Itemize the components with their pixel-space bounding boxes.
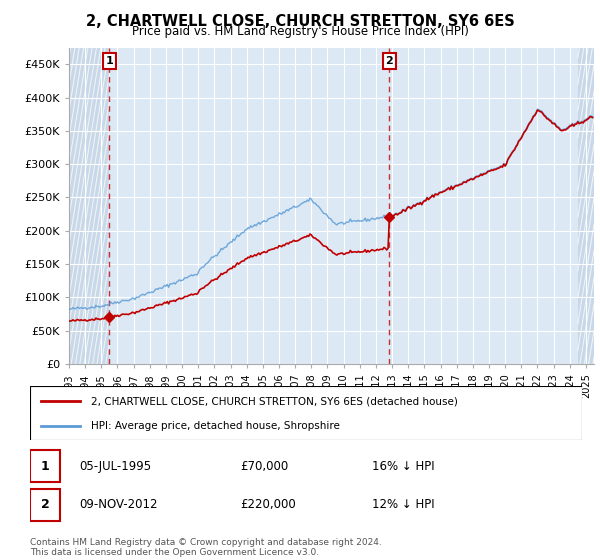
Text: 12% ↓ HPI: 12% ↓ HPI [372, 498, 435, 511]
Text: 16% ↓ HPI: 16% ↓ HPI [372, 460, 435, 473]
Text: £70,000: £70,000 [240, 460, 288, 473]
Text: 2, CHARTWELL CLOSE, CHURCH STRETTON, SY6 6ES: 2, CHARTWELL CLOSE, CHURCH STRETTON, SY6… [86, 14, 514, 29]
Text: 1: 1 [106, 56, 113, 66]
Text: Contains HM Land Registry data © Crown copyright and database right 2024.
This d: Contains HM Land Registry data © Crown c… [30, 538, 382, 557]
Text: Price paid vs. HM Land Registry's House Price Index (HPI): Price paid vs. HM Land Registry's House … [131, 25, 469, 38]
Text: 2: 2 [41, 498, 50, 511]
Bar [30, 450, 61, 482]
Text: 05-JUL-1995: 05-JUL-1995 [80, 460, 152, 473]
Text: 09-NOV-2012: 09-NOV-2012 [80, 498, 158, 511]
Bar [30, 489, 61, 521]
Text: 2: 2 [386, 56, 393, 66]
Text: 2, CHARTWELL CLOSE, CHURCH STRETTON, SY6 6ES (detached house): 2, CHARTWELL CLOSE, CHURCH STRETTON, SY6… [91, 396, 458, 407]
Text: £220,000: £220,000 [240, 498, 296, 511]
Text: 1: 1 [41, 460, 50, 473]
Text: HPI: Average price, detached house, Shropshire: HPI: Average price, detached house, Shro… [91, 421, 340, 431]
